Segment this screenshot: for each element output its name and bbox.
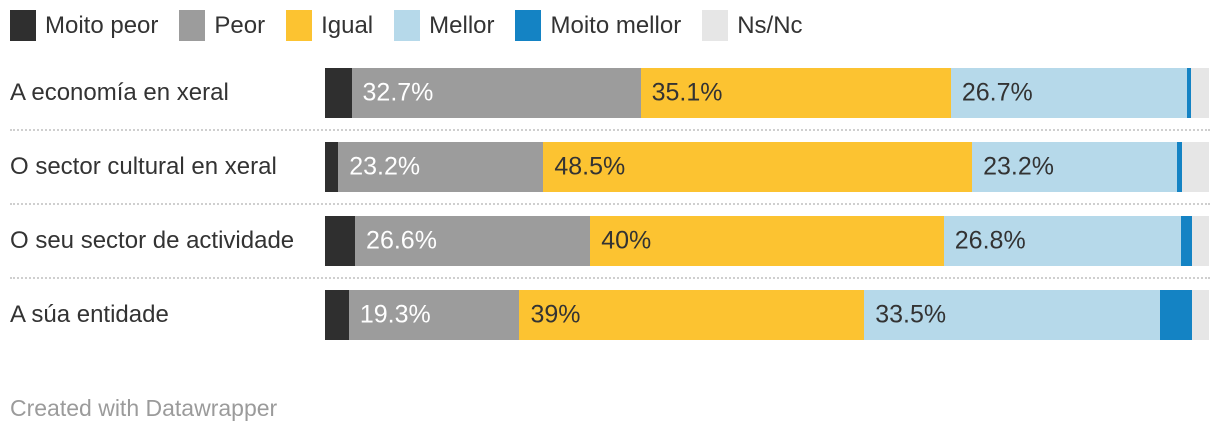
chart-row: A súa entidade 19.3% 39% 33.5% [0, 290, 1220, 340]
legend-item-peor: Peor [179, 10, 265, 41]
legend-item-mellor: Mellor [394, 10, 494, 41]
bar-segment-mellor[interactable]: 33.5% [864, 290, 1161, 340]
legend-swatch-moito-mellor [515, 10, 542, 41]
legend-label: Moito mellor [550, 12, 682, 39]
row-label: O seu sector de actividade [10, 227, 295, 254]
bar-segment-mellor[interactable]: 26.7% [950, 68, 1187, 118]
bar-segment-igual[interactable]: 35.1% [640, 68, 951, 118]
segment-value-label: 23.2% [349, 152, 421, 181]
row-label: A súa entidade [10, 301, 169, 328]
legend-item-igual: Igual [286, 10, 373, 41]
segment-value-label: 26.6% [366, 226, 437, 255]
legend-label: Igual [321, 12, 374, 39]
legend-swatch-mellor [394, 10, 421, 41]
legend-item-moito-mellor: Moito mellor [515, 10, 681, 41]
bar-segment-moito-mellor[interactable] [1160, 290, 1193, 340]
segment-value-label: 26.7% [961, 78, 1033, 107]
legend-swatch-peor [179, 10, 206, 41]
stacked-bar-chart: Moito peor Peor Igual Mellor Moito mellor Ns/… [0, 10, 1220, 442]
bar-segment-mellor[interactable]: 26.8% [943, 216, 1181, 266]
segment-value-label: 32.7% [362, 78, 434, 107]
bar-segment-ns-nc[interactable] [1192, 290, 1209, 340]
bar-segment-moito-peor[interactable] [325, 290, 349, 340]
legend-label: Mellor [429, 12, 495, 39]
bar-segment-peor[interactable]: 26.6% [355, 216, 591, 266]
row-separator [10, 203, 1210, 205]
legend-item-moito-peor: Moito peor [10, 10, 158, 41]
legend-swatch-moito-peor [10, 10, 36, 41]
stacked-bar: 23.2% 48.5% 23.2% [325, 142, 1209, 192]
legend-item-ns-nc: Ns/Nc [702, 10, 803, 41]
legend-label: Peor [214, 12, 266, 39]
segment-value-label: 33.5% [875, 300, 947, 329]
legend: Moito peor Peor Igual Mellor Moito mellor Ns/… [10, 10, 1220, 41]
stacked-bar: 32.7% 35.1% 26.7% [325, 68, 1209, 118]
bar-segment-moito-peor[interactable] [325, 216, 356, 266]
segment-value-label: 48.5% [554, 152, 626, 181]
bar-segment-ns-nc[interactable] [1191, 68, 1209, 118]
legend-swatch-ns-nc [702, 10, 729, 41]
row-separator [10, 277, 1210, 279]
bar-segment-mellor[interactable]: 23.2% [972, 142, 1178, 192]
segment-value-label: 40% [601, 226, 652, 255]
bar-segment-ns-nc[interactable] [1192, 216, 1209, 266]
chart-row: O sector cultural en xeral 23.2% 48.5% 23.2… [0, 142, 1220, 192]
bar-segment-moito-mellor[interactable] [1180, 216, 1193, 266]
legend-label: Ns/Nc [737, 12, 803, 39]
bar-segment-ns-nc[interactable] [1181, 142, 1209, 192]
bar-segment-peor[interactable]: 19.3% [348, 290, 520, 340]
bar-segment-moito-peor[interactable] [325, 142, 339, 192]
legend-label: Moito peor [45, 12, 159, 39]
segment-value-label: 35.1% [651, 78, 723, 107]
chart-row: A economía en xeral 32.7% 35.1% 26.7% [0, 68, 1220, 118]
datawrapper-attribution-link[interactable]: Created with Datawrapper [10, 395, 278, 421]
bar-segment-moito-mellor[interactable] [1186, 68, 1192, 118]
stacked-bar: 19.3% 39% 33.5% [325, 290, 1209, 340]
row-label: O sector cultural en xeral [10, 153, 277, 180]
row-separator [10, 129, 1210, 131]
bar-segment-peor[interactable]: 32.7% [351, 68, 641, 118]
bar-segment-moito-peor[interactable] [325, 68, 352, 118]
segment-value-label: 39% [530, 300, 581, 329]
bar-segment-igual[interactable]: 39% [519, 290, 865, 340]
segment-value-label: 26.8% [954, 226, 1026, 255]
stacked-bar: 26.6% 40% 26.8% [325, 216, 1209, 266]
bar-segment-moito-mellor[interactable] [1177, 142, 1182, 192]
segment-value-label: 23.2% [983, 152, 1054, 181]
segment-value-label: 19.3% [359, 300, 431, 329]
footer: Created with Datawrapper [10, 395, 1220, 422]
legend-swatch-igual [286, 10, 313, 41]
bar-segment-igual[interactable]: 40% [590, 216, 944, 266]
chart-row: O seu sector de actividade 26.6% 40% 26.8% [0, 216, 1220, 266]
row-label: A economía en xeral [10, 79, 229, 106]
bar-rows: A economía en xeral 32.7% 35.1% 26.7% O sect… [0, 68, 1220, 340]
bar-segment-peor[interactable]: 23.2% [338, 142, 544, 192]
bar-segment-igual[interactable]: 48.5% [543, 142, 973, 192]
